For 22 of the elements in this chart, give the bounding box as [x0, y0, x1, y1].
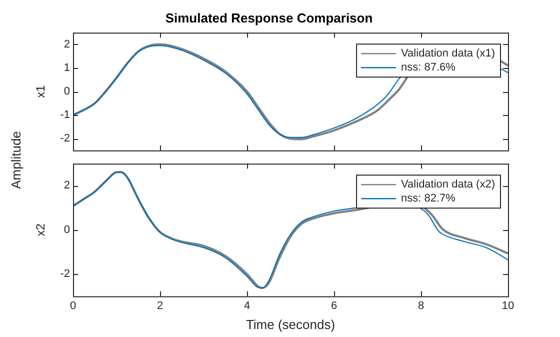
text: Amplitude [8, 131, 24, 189]
x-tick-label: 8 [418, 300, 424, 312]
y-tick-label: 2 [64, 38, 70, 50]
y-tick-label: -1 [60, 109, 70, 122]
y-tick-label: 0 [64, 86, 70, 98]
y-tick-label: -2 [60, 268, 70, 280]
x-tick-label: 10 [502, 300, 514, 312]
x-axis-title: Time (seconds) [246, 316, 336, 332]
chart-title: Simulated Response Comparison [165, 10, 373, 26]
y-axis-title: x2 [34, 223, 48, 236]
legend-label: Validation data (x1) [401, 48, 496, 60]
y-tick-label: 0 [64, 224, 70, 236]
y-axis-title: x1 [34, 84, 48, 98]
x-tick-label: 6 [330, 300, 338, 312]
x-tick-label: 2 [156, 300, 164, 312]
legend-label: Validation data (x2) [401, 178, 496, 191]
y-tick-label: 2 [64, 180, 70, 192]
legend-label: nss: 87.6% [401, 62, 456, 74]
y-tick-label: 1 [64, 62, 70, 74]
x-tick-label: 4 [244, 300, 250, 312]
y-tick-label: -2 [60, 132, 70, 145]
legend-label: nss: 82.7% [401, 192, 456, 205]
